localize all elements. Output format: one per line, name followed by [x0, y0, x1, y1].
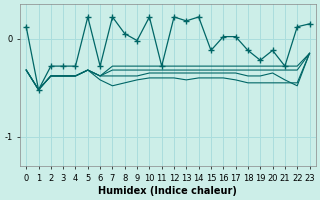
X-axis label: Humidex (Indice chaleur): Humidex (Indice chaleur) [99, 186, 237, 196]
